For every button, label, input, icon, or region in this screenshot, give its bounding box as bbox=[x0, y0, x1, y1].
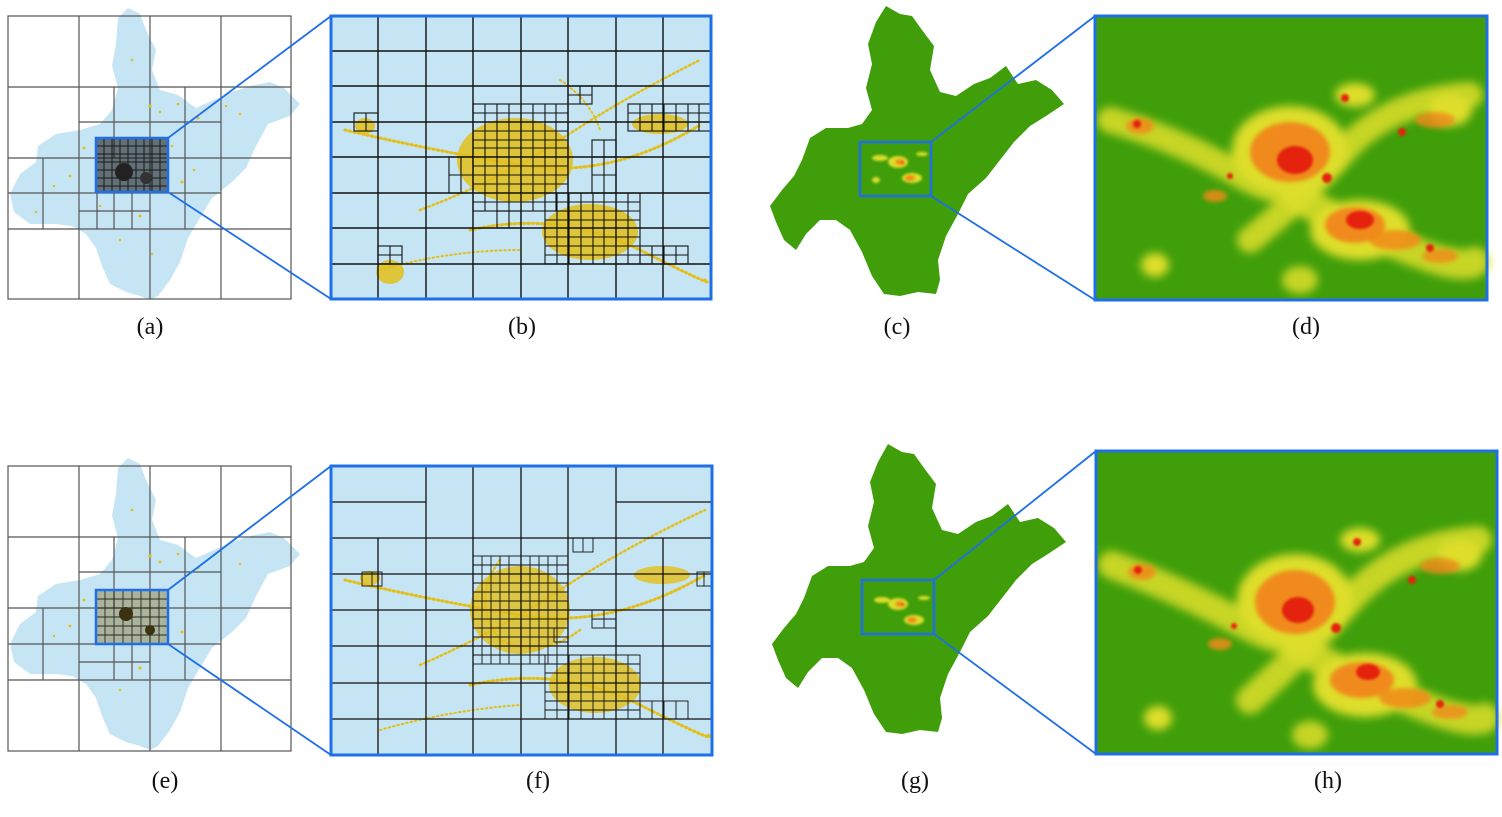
dense-core-e bbox=[96, 590, 168, 644]
panel-b bbox=[329, 14, 713, 301]
density-high-d bbox=[1133, 94, 1434, 252]
zoom-frame-b bbox=[329, 14, 713, 301]
quadtree-grid-b bbox=[331, 16, 711, 299]
caption-b: (b) bbox=[508, 314, 536, 340]
points-e bbox=[52, 508, 242, 692]
zoom-frame-h bbox=[1094, 449, 1499, 756]
zoom-frame-f bbox=[329, 464, 714, 757]
panel-d bbox=[1093, 14, 1490, 302]
panel-c bbox=[770, 6, 1064, 296]
panel-g bbox=[772, 444, 1066, 734]
mini-density-c bbox=[872, 152, 928, 183]
connector-lines-a-b bbox=[167, 15, 332, 300]
density-high-h bbox=[1134, 538, 1444, 708]
region-shape-c bbox=[770, 6, 1064, 296]
caption-f: (f) bbox=[526, 768, 550, 794]
zoom-box-c bbox=[858, 140, 933, 198]
mini-density-g bbox=[874, 596, 930, 625]
zoom-box-a bbox=[94, 136, 170, 194]
region-shape-g bbox=[772, 444, 1066, 734]
caption-e: (e) bbox=[152, 768, 179, 794]
caption-d: (d) bbox=[1292, 314, 1320, 340]
dense-core-a bbox=[96, 138, 168, 192]
connector-lines-e-f bbox=[167, 465, 332, 756]
caption-g: (g) bbox=[901, 768, 929, 794]
zoom-box-g bbox=[860, 578, 936, 636]
panel-h bbox=[1094, 449, 1500, 756]
region-shape-e bbox=[10, 458, 300, 750]
quadtree-dense-f bbox=[361, 537, 713, 720]
points-a bbox=[34, 58, 242, 256]
zoom-frame-d bbox=[1093, 14, 1489, 302]
zoom-box-e bbox=[94, 588, 170, 646]
panel-a bbox=[7, 8, 300, 300]
connector-lines-g-h bbox=[933, 450, 1097, 755]
panel-f bbox=[329, 464, 714, 757]
caption-h: (h) bbox=[1314, 768, 1342, 794]
panel-e bbox=[7, 458, 300, 752]
caption-c: (c) bbox=[884, 314, 911, 340]
connector-lines-c-d bbox=[930, 15, 1096, 301]
caption-a: (a) bbox=[137, 314, 164, 340]
